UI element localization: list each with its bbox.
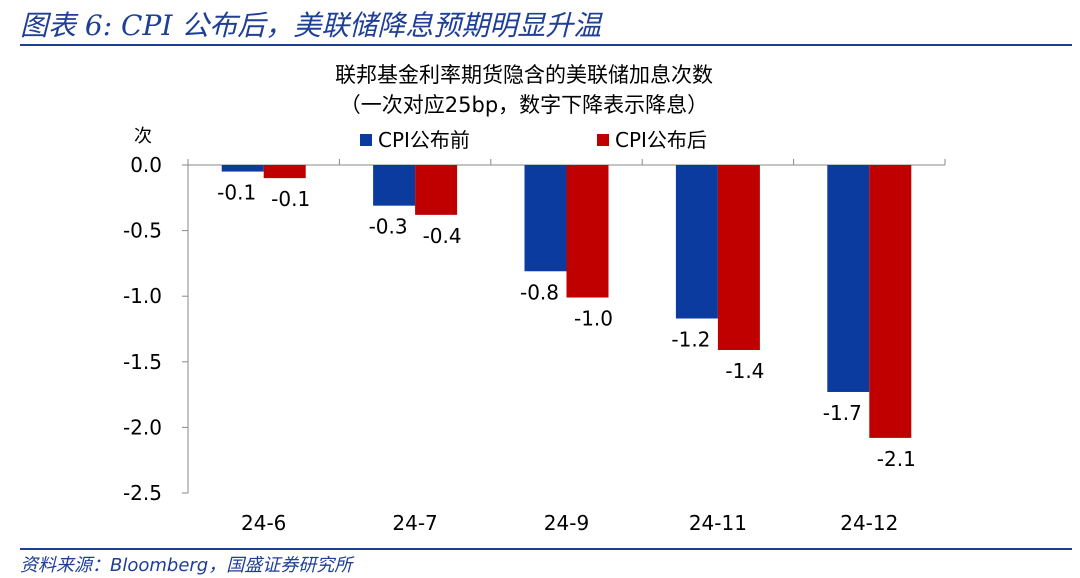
bar-before (221, 165, 264, 172)
y-tick-label: 0.0 (130, 153, 162, 177)
legend-swatch (360, 134, 372, 146)
bar-before (524, 165, 567, 272)
header-rule (20, 44, 1072, 46)
chart-title: 联邦基金利率期货隐含的美联储加息次数 (335, 63, 713, 87)
y-tick-label: -0.5 (123, 219, 162, 243)
y-tick-label: -1.5 (123, 350, 162, 374)
source-note: 资料来源：Bloomberg，国盛证券研究所 (20, 555, 353, 576)
data-label: -0.1 (271, 187, 310, 211)
legend-label: CPI公布后 (615, 128, 707, 152)
bar-before (373, 165, 416, 206)
x-tick-label: 24-6 (241, 511, 286, 535)
data-label: -0.8 (520, 280, 559, 304)
x-tick-label: 24-9 (544, 511, 589, 535)
bars (221, 165, 912, 438)
y-tick-label: -1.0 (123, 284, 162, 308)
y-axis-unit: 次 (134, 126, 152, 147)
data-label: -1.0 (574, 307, 613, 331)
bar-after (869, 165, 912, 438)
legend: CPI公布前 CPI公布后 (360, 128, 707, 152)
bar-after (263, 165, 306, 179)
footer-rule (20, 548, 1072, 550)
x-tick-label: 24-11 (689, 511, 747, 535)
axes: 0.0 -0.5 -1.0 -1.5 -2.0 -2.5 24-6 24-7 24-9 24-11… (123, 153, 946, 535)
data-label: -1.7 (823, 401, 862, 425)
bar-before (675, 165, 718, 319)
x-tick-label: 24-7 (392, 511, 437, 535)
page-title: 图表 6: CPI 公布后，美联储降息预期明显升温 (20, 9, 602, 42)
bar-after (717, 165, 760, 350)
x-tick-label: 24-12 (840, 511, 898, 535)
data-label: -0.1 (217, 181, 256, 205)
data-label: -2.1 (877, 447, 916, 471)
data-labels: -0.1 -0.3 -0.8 -1.2 -1.7 -0.1 -0.4 -1.0 -1.4 -2.1 (217, 181, 916, 471)
data-label: -1.2 (671, 328, 710, 352)
y-tick-label: -2.0 (123, 415, 162, 439)
bar-before (827, 165, 870, 392)
y-tick-label: -2.5 (123, 481, 162, 505)
bar-after (566, 165, 609, 298)
legend-label: CPI公布前 (378, 128, 470, 152)
chart-subtitle: （一次对应25bp，数字下降表示降息） (340, 93, 708, 117)
data-label: -0.3 (369, 215, 408, 239)
data-label: -0.4 (423, 224, 462, 248)
bar-after (415, 165, 458, 215)
data-label: -1.4 (725, 359, 764, 383)
legend-swatch (597, 134, 609, 146)
